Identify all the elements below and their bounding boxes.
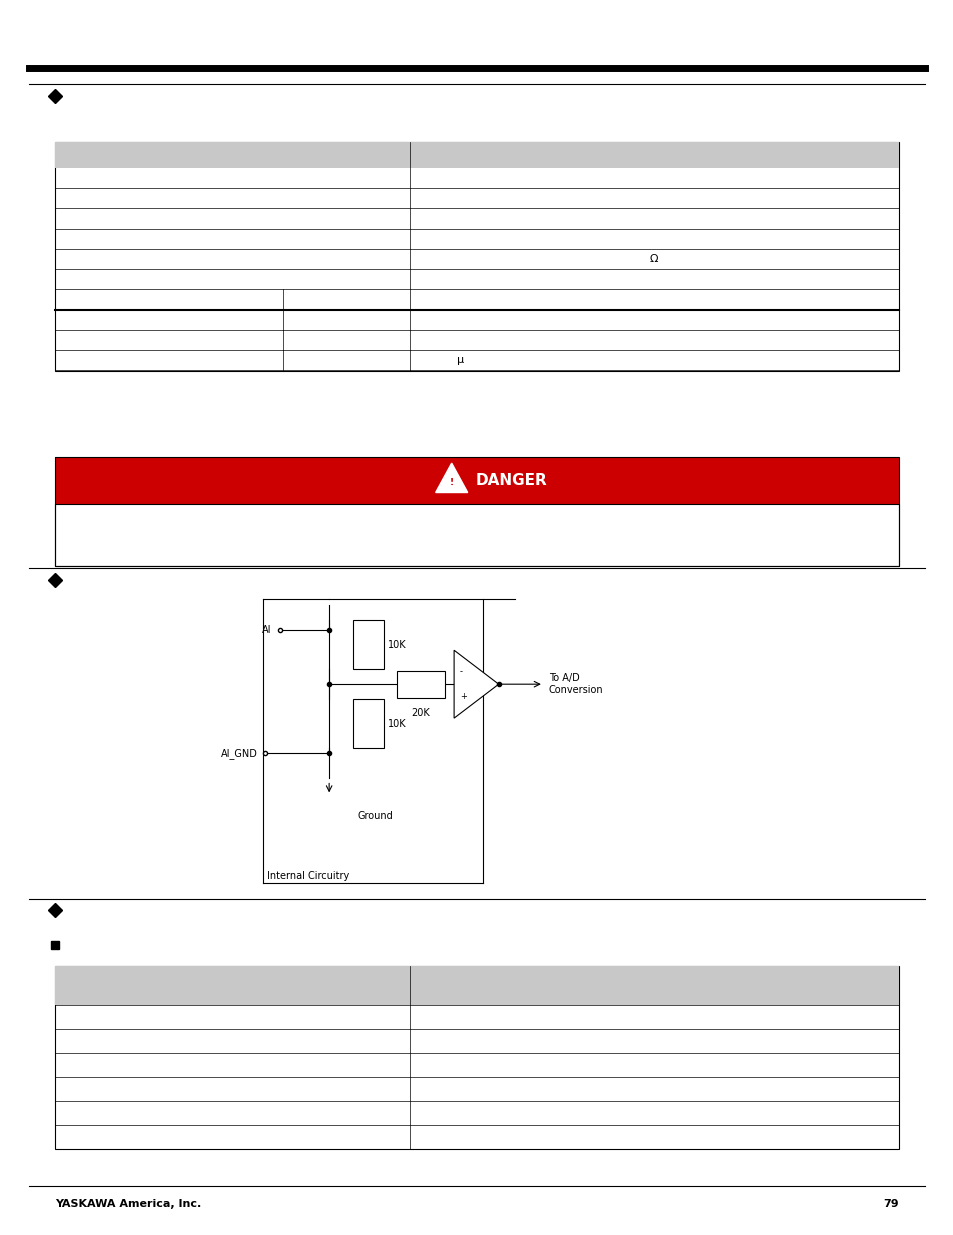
Bar — [353, 699, 383, 748]
Text: 79: 79 — [882, 1199, 898, 1209]
Text: AI: AI — [262, 625, 272, 635]
Bar — [55, 457, 898, 504]
Text: DANGER: DANGER — [475, 473, 547, 488]
Text: Ω: Ω — [649, 254, 658, 264]
Text: +: + — [459, 692, 466, 701]
Bar — [55, 457, 898, 566]
Text: 10K: 10K — [388, 719, 407, 729]
Polygon shape — [454, 650, 498, 719]
Bar — [353, 620, 383, 669]
Bar — [55, 142, 898, 168]
Text: 10K: 10K — [388, 640, 407, 650]
Text: YASKAWA America, Inc.: YASKAWA America, Inc. — [55, 1199, 201, 1209]
Text: Ground: Ground — [357, 811, 393, 821]
Bar — [55, 966, 898, 1149]
Text: To A/D
Conversion: To A/D Conversion — [548, 673, 602, 695]
Text: -: - — [459, 667, 462, 677]
Bar — [55, 142, 898, 370]
Text: μ: μ — [456, 356, 464, 366]
Bar — [396, 671, 444, 698]
Text: Internal Circuitry: Internal Circuitry — [267, 871, 349, 881]
Polygon shape — [436, 463, 467, 493]
Text: AI_GND: AI_GND — [220, 748, 257, 758]
Text: !: ! — [449, 478, 454, 487]
Bar — [55, 504, 898, 566]
Text: 20K: 20K — [411, 708, 430, 718]
Bar — [55, 966, 898, 1005]
